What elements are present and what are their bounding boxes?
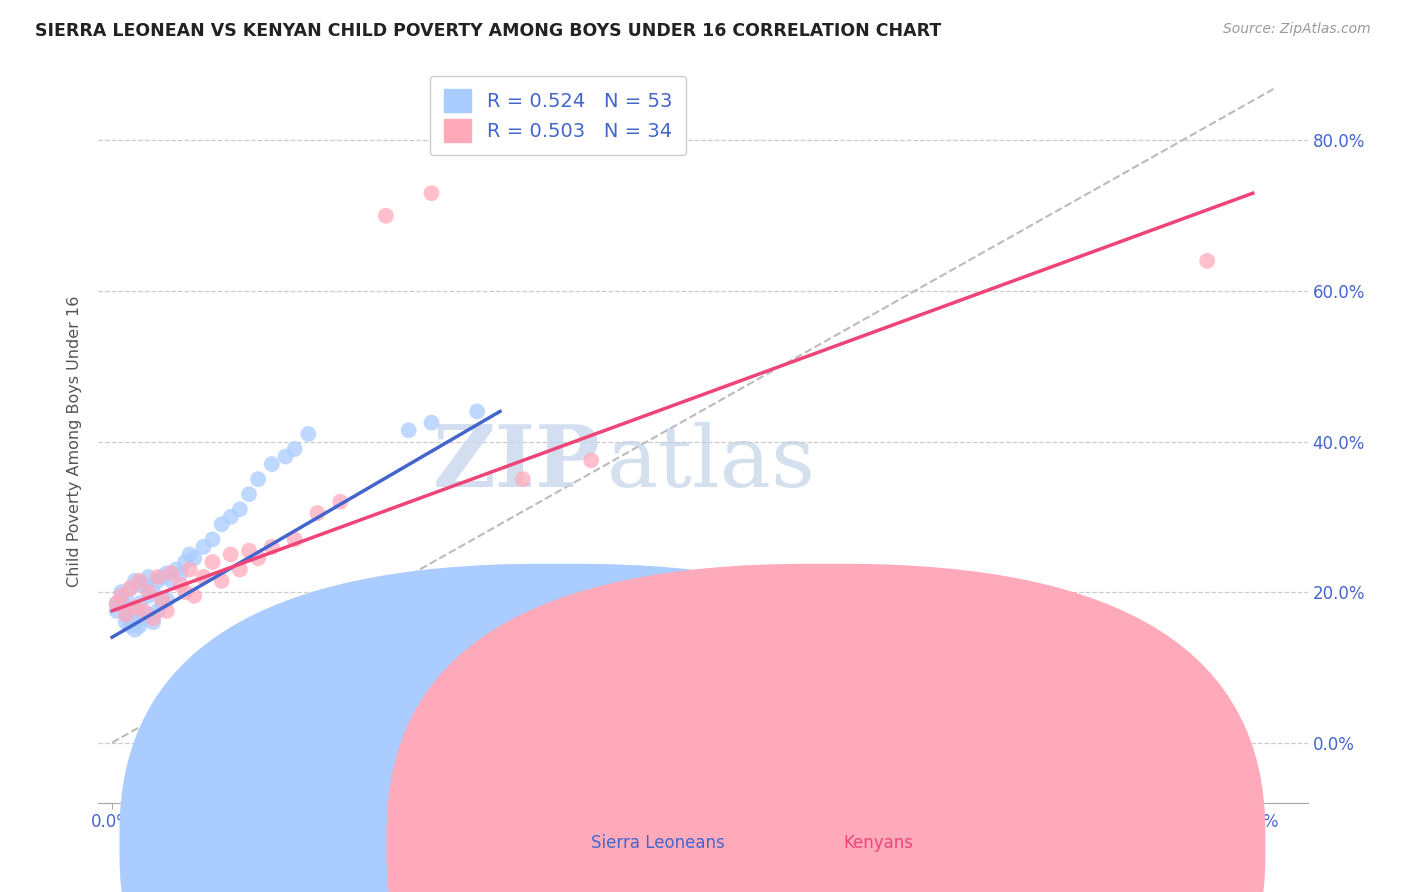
- Point: [329, 494, 352, 508]
- Text: Kenyans: Kenyans: [844, 834, 914, 852]
- Point: [238, 543, 260, 558]
- Point: [160, 574, 183, 588]
- Point: [105, 596, 128, 610]
- Point: [366, 728, 388, 742]
- Point: [128, 574, 150, 588]
- Point: [146, 604, 169, 618]
- Point: [142, 611, 165, 625]
- Point: [132, 604, 155, 618]
- Point: [174, 555, 197, 569]
- Point: [247, 472, 270, 486]
- Point: [110, 592, 132, 607]
- Point: [174, 585, 197, 599]
- Point: [132, 577, 155, 591]
- Point: [150, 592, 173, 607]
- Point: [110, 589, 132, 603]
- Point: [124, 604, 146, 618]
- Point: [114, 589, 136, 603]
- Point: [420, 186, 443, 201]
- Point: [138, 589, 160, 603]
- Text: atlas: atlas: [606, 422, 815, 505]
- Point: [142, 585, 165, 599]
- Point: [146, 570, 169, 584]
- Point: [260, 540, 283, 554]
- Text: SIERRA LEONEAN VS KENYAN CHILD POVERTY AMONG BOYS UNDER 16 CORRELATION CHART: SIERRA LEONEAN VS KENYAN CHILD POVERTY A…: [35, 22, 942, 40]
- Point: [105, 604, 128, 618]
- Point: [146, 574, 169, 588]
- Point: [284, 442, 307, 456]
- Point: [512, 472, 534, 486]
- Point: [420, 416, 443, 430]
- Point: [142, 615, 165, 630]
- Point: [114, 607, 136, 622]
- Point: [307, 506, 329, 520]
- Point: [183, 551, 205, 566]
- Point: [165, 562, 187, 576]
- Point: [132, 611, 155, 625]
- Point: [128, 596, 150, 610]
- Point: [183, 589, 205, 603]
- Point: [160, 566, 183, 581]
- Point: [260, 457, 283, 471]
- Point: [337, 773, 360, 788]
- Point: [120, 582, 142, 596]
- Point: [120, 611, 142, 625]
- Text: Sierra Leoneans: Sierra Leoneans: [591, 834, 724, 852]
- Point: [169, 566, 191, 581]
- Point: [274, 450, 297, 464]
- Point: [193, 570, 215, 584]
- Point: [211, 517, 233, 532]
- Point: [169, 577, 191, 591]
- Text: Source: ZipAtlas.com: Source: ZipAtlas.com: [1223, 22, 1371, 37]
- Point: [1197, 253, 1219, 268]
- Point: [201, 533, 224, 547]
- Point: [150, 596, 173, 610]
- Point: [201, 555, 224, 569]
- Legend: R = 0.524   N = 53, R = 0.503   N = 34: R = 0.524 N = 53, R = 0.503 N = 34: [430, 76, 686, 155]
- Point: [247, 551, 270, 566]
- Point: [398, 423, 420, 437]
- Point: [124, 623, 146, 637]
- Point: [179, 562, 201, 576]
- Point: [114, 615, 136, 630]
- Point: [156, 604, 179, 618]
- Point: [138, 570, 160, 584]
- Point: [211, 574, 233, 588]
- Point: [120, 619, 142, 633]
- Point: [219, 548, 242, 562]
- Point: [156, 592, 179, 607]
- Point: [193, 540, 215, 554]
- Point: [150, 570, 173, 584]
- Point: [128, 577, 150, 591]
- Point: [128, 619, 150, 633]
- Point: [465, 404, 488, 418]
- Point: [110, 585, 132, 599]
- Point: [219, 509, 242, 524]
- Point: [238, 487, 260, 501]
- Point: [179, 548, 201, 562]
- Point: [156, 566, 179, 581]
- Point: [105, 596, 128, 610]
- Point: [120, 582, 142, 596]
- Point: [124, 574, 146, 588]
- Point: [297, 427, 319, 442]
- Point: [229, 562, 252, 576]
- Point: [229, 502, 252, 516]
- Y-axis label: Child Poverty Among Boys Under 16: Child Poverty Among Boys Under 16: [67, 296, 83, 587]
- Point: [579, 453, 602, 467]
- Point: [114, 607, 136, 622]
- Point: [321, 743, 343, 757]
- Point: [138, 607, 160, 622]
- Point: [374, 209, 396, 223]
- Point: [197, 713, 219, 727]
- Point: [284, 533, 307, 547]
- Point: [465, 758, 488, 772]
- Text: ZIP: ZIP: [433, 421, 600, 505]
- Point: [138, 585, 160, 599]
- Point: [124, 600, 146, 615]
